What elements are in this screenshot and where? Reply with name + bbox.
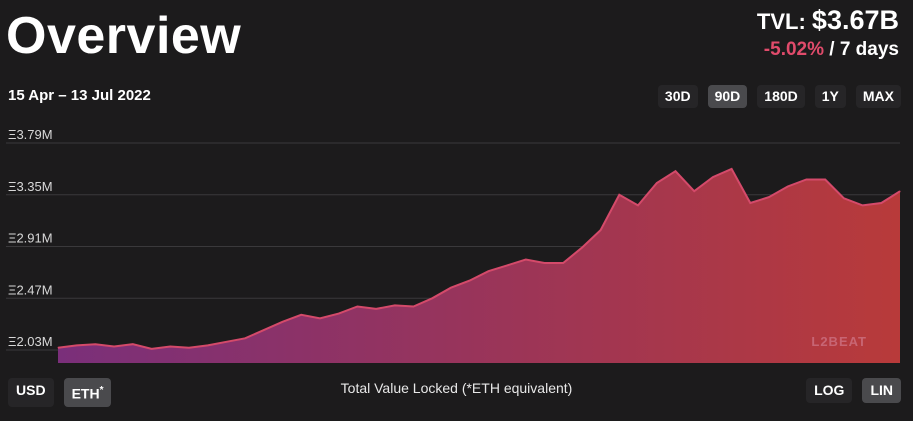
data-point bbox=[506, 264, 508, 266]
data-point bbox=[188, 347, 190, 349]
y-tick-label: Ξ3.79M bbox=[8, 127, 53, 142]
data-point bbox=[76, 344, 78, 346]
data-point bbox=[319, 317, 321, 319]
data-point bbox=[431, 297, 433, 299]
tvl-area bbox=[58, 168, 900, 363]
chart-caption: Total Value Locked (*ETH equivalent) bbox=[340, 380, 573, 396]
range-button-1y[interactable]: 1Y bbox=[814, 85, 846, 108]
data-point bbox=[132, 343, 134, 345]
lin-button[interactable]: LIN bbox=[862, 378, 901, 403]
page-title: Overview bbox=[6, 7, 242, 65]
data-point bbox=[413, 306, 415, 308]
data-point bbox=[656, 182, 658, 184]
data-point bbox=[880, 202, 882, 204]
data-point bbox=[169, 346, 171, 348]
data-point bbox=[525, 258, 527, 260]
eth-button-label: ETH bbox=[71, 385, 100, 402]
range-button-max[interactable]: MAX bbox=[855, 85, 901, 108]
data-point bbox=[450, 287, 452, 289]
data-point bbox=[805, 178, 807, 180]
data-point bbox=[487, 270, 489, 272]
data-point bbox=[225, 341, 227, 343]
y-tick-label: Ξ2.47M bbox=[8, 282, 53, 297]
eth-button[interactable]: ETH* bbox=[63, 378, 112, 407]
data-point bbox=[862, 204, 864, 206]
data-point bbox=[731, 168, 733, 170]
data-point bbox=[600, 229, 602, 231]
tvl-period: / 7 days bbox=[829, 39, 899, 60]
tvl-summary: TVL: $3.67B -5.02% / 7 days bbox=[757, 6, 899, 62]
scale-toggle: LOG LIN bbox=[806, 378, 901, 403]
eth-equivalent-marker: * bbox=[99, 385, 104, 396]
tvl-label: TVL: bbox=[756, 9, 806, 34]
data-point bbox=[768, 196, 770, 198]
data-point bbox=[356, 306, 358, 308]
data-point bbox=[824, 178, 826, 180]
data-point bbox=[899, 190, 901, 192]
data-point bbox=[674, 170, 676, 172]
data-point bbox=[469, 280, 471, 282]
data-point bbox=[207, 344, 209, 346]
usd-button[interactable]: USD bbox=[8, 378, 54, 407]
range-button-90d[interactable]: 90D bbox=[707, 85, 748, 108]
tvl-chart: Ξ3.79M Ξ3.35M Ξ2.91M Ξ2.47M Ξ2.03M bbox=[6, 127, 901, 363]
y-tick-label: Ξ3.35M bbox=[8, 179, 53, 194]
data-point bbox=[57, 347, 59, 349]
y-tick-label: Ξ2.03M bbox=[8, 334, 53, 349]
log-button[interactable]: LOG bbox=[806, 378, 853, 403]
data-point bbox=[263, 329, 265, 331]
data-point bbox=[151, 348, 153, 350]
data-point bbox=[375, 308, 377, 310]
data-point bbox=[843, 197, 845, 199]
data-point bbox=[693, 190, 695, 192]
tvl-line bbox=[57, 167, 901, 350]
data-point bbox=[113, 346, 115, 348]
data-point bbox=[712, 176, 714, 178]
range-buttons: 30D 90D 180D 1Y MAX bbox=[657, 85, 901, 108]
data-point bbox=[749, 202, 751, 204]
l2beat-logo: L2BEAT bbox=[811, 334, 867, 349]
data-point bbox=[394, 304, 396, 306]
data-point bbox=[637, 204, 639, 206]
currency-toggle: USD ETH* bbox=[8, 378, 112, 407]
data-point bbox=[300, 314, 302, 316]
data-point bbox=[94, 343, 96, 345]
data-point bbox=[562, 262, 564, 264]
tvl-change: -5.02% bbox=[763, 39, 824, 60]
date-range: 15 Apr – 13 Jul 2022 bbox=[8, 87, 151, 104]
data-point bbox=[581, 247, 583, 249]
tvl-value: $3.67B bbox=[811, 5, 899, 35]
data-point bbox=[543, 262, 545, 264]
y-tick-label: Ξ2.91M bbox=[8, 231, 53, 246]
data-point bbox=[244, 337, 246, 339]
data-point bbox=[282, 321, 284, 323]
data-point bbox=[618, 194, 620, 196]
range-button-30d[interactable]: 30D bbox=[657, 85, 698, 108]
range-button-180d[interactable]: 180D bbox=[757, 85, 805, 108]
data-point bbox=[338, 313, 340, 315]
data-point bbox=[787, 186, 789, 188]
